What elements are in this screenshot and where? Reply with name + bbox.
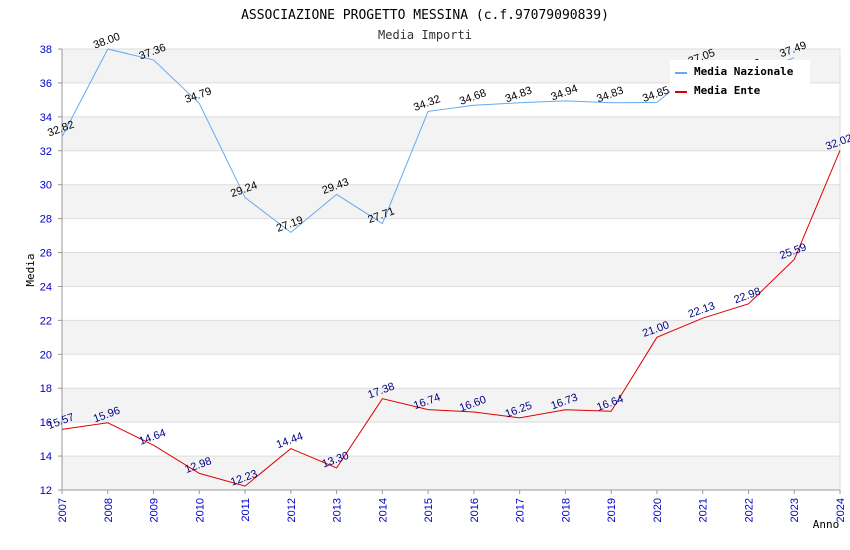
grid-bands — [62, 49, 840, 490]
x-tick-label: 2009 — [149, 498, 161, 522]
legend: Media Nazionale Media Ente — [670, 60, 810, 100]
grid-band — [62, 252, 840, 287]
x-tick-label: 2015 — [423, 498, 435, 522]
axes — [61, 49, 841, 491]
y-tick-label: 38 — [40, 44, 52, 56]
x-tick-label: 2011 — [240, 498, 252, 522]
chart-title: ASSOCIAZIONE PROGETTO MESSINA (c.f.97079… — [241, 8, 609, 23]
x-axis-ticks: 2007 2008 2009 2010 2011 2012 2013 2014 2015 2016… — [57, 490, 847, 522]
grid-band — [62, 184, 840, 219]
x-tick-label: 2021 — [698, 498, 710, 522]
legend-box — [670, 60, 810, 100]
x-tick-label: 2020 — [652, 498, 664, 522]
y-tick-label: 32 — [40, 146, 52, 158]
x-tick-label: 2012 — [286, 498, 298, 522]
grid-band — [62, 388, 840, 423]
x-tick-label: 2013 — [332, 498, 344, 522]
data-label: 38.00 — [92, 31, 122, 52]
series-line-media-ente — [61, 150, 841, 487]
data-label: 14.44 — [275, 430, 305, 451]
y-tick-label: 26 — [40, 248, 52, 260]
x-tick-label: 2019 — [606, 498, 618, 522]
grid-band — [62, 116, 840, 151]
data-label: 34.85 — [641, 84, 671, 105]
chart-subtitle: Media Importi — [378, 28, 472, 42]
y-tick-label: 24 — [40, 281, 52, 293]
y-tick-label: 14 — [40, 451, 52, 463]
data-label: 34.83 — [595, 85, 625, 106]
y-axis-label: Media — [24, 253, 37, 286]
y-tick-label: 18 — [40, 383, 52, 395]
grid-lines — [62, 48, 840, 491]
data-label: 22.98 — [732, 286, 762, 307]
y-tick-label: 28 — [40, 214, 52, 226]
y-tick-label: 16 — [40, 417, 52, 429]
data-label: 34.32 — [412, 93, 442, 114]
grid-band — [62, 456, 840, 490]
x-tick-label: 2017 — [515, 498, 527, 522]
y-tick-label: 12 — [40, 485, 52, 497]
grid-band — [62, 320, 840, 355]
x-tick-label: 2016 — [469, 498, 481, 522]
x-tick-label: 2007 — [57, 498, 69, 522]
data-label: 22.13 — [687, 300, 717, 321]
y-axis-ticks: 12 14 16 18 20 22 24 26 28 30 32 34 36 38 — [40, 44, 62, 497]
data-label: 15.57 — [46, 411, 76, 432]
x-axis-label: Anno — [813, 518, 840, 531]
x-tick-label: 2008 — [103, 498, 115, 522]
x-tick-label: 2014 — [377, 498, 389, 522]
x-tick-label: 2018 — [560, 498, 572, 522]
data-label: 34.94 — [549, 83, 579, 104]
x-tick-label: 2024 — [835, 498, 847, 522]
y-tick-label: 36 — [40, 78, 52, 90]
y-tick-label: 22 — [40, 315, 52, 327]
y-tick-label: 30 — [40, 180, 52, 192]
y-tick-label: 34 — [40, 112, 52, 124]
x-tick-label: 2010 — [194, 498, 206, 522]
legend-label-media-ente: Media Ente — [694, 84, 761, 97]
x-tick-label: 2022 — [743, 498, 755, 522]
x-tick-label: 2023 — [789, 498, 801, 522]
legend-label-media-nazionale: Media Nazionale — [694, 65, 794, 78]
y-tick-label: 20 — [40, 349, 52, 361]
